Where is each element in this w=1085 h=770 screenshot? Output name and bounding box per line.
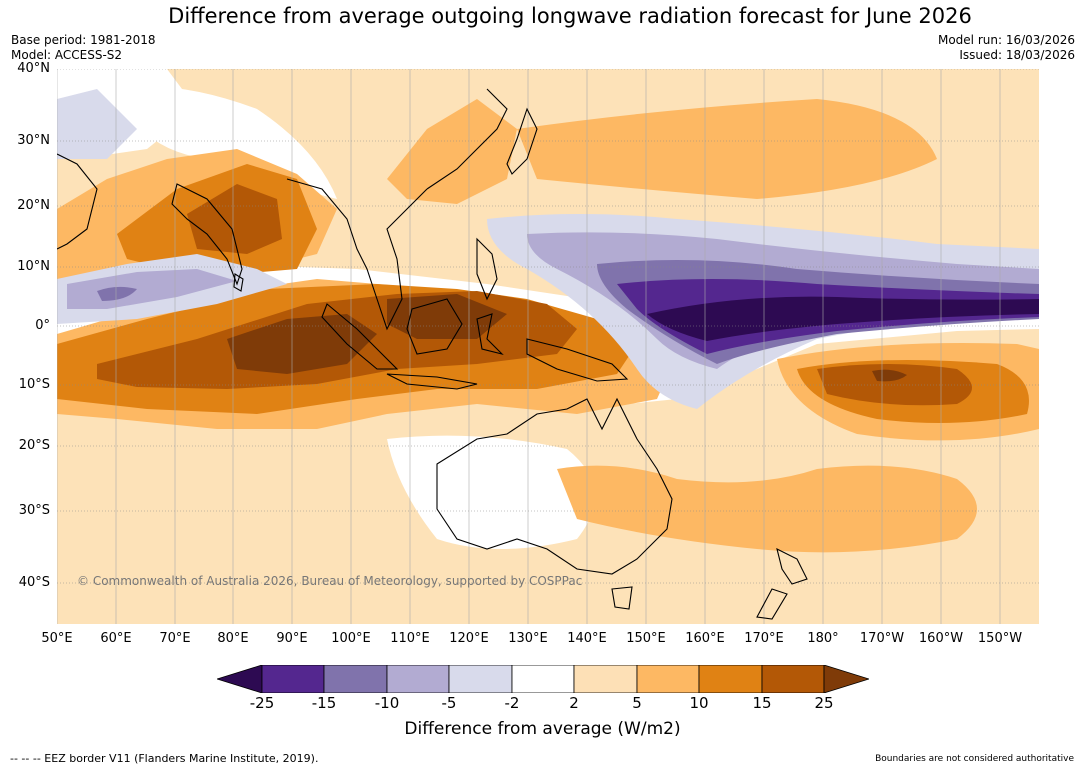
map-title: Difference from average outgoing longwav… bbox=[168, 4, 972, 28]
colorbar-tick: 15 bbox=[752, 694, 772, 712]
lat-label-10n: 10°N bbox=[17, 259, 50, 274]
lon-label-100e: 100°E bbox=[331, 631, 371, 646]
eez-legend: -- -- -- EEZ border V11 (Flanders Marine… bbox=[10, 752, 319, 765]
colorbar-tick: -10 bbox=[374, 694, 400, 712]
map-area-pos-15-25-india bbox=[187, 184, 282, 254]
disclaimer: Boundaries are not considered authoritat… bbox=[875, 754, 1074, 764]
colorbar-swatch-5 bbox=[511, 665, 575, 693]
lon-label-140e: 140°E bbox=[567, 631, 607, 646]
colorbar-tick: 25 bbox=[814, 694, 834, 712]
lon-label-170e: 170°E bbox=[744, 631, 784, 646]
colorbar-swatch-lt-25 bbox=[217, 665, 263, 693]
map-area-pos-5-10-north bbox=[387, 99, 517, 204]
lon-label-180: 180° bbox=[807, 631, 839, 646]
copyright-notice: © Commonwealth of Australia 2026, Bureau… bbox=[77, 574, 583, 588]
map-area-pos-5-10-australia bbox=[557, 465, 977, 553]
lat-label-40s: 40°S bbox=[18, 575, 50, 590]
colorbar-tick: -15 bbox=[311, 694, 337, 712]
colorbar-swatch-6 bbox=[573, 665, 638, 693]
model-name: Model: ACCESS-S2 bbox=[11, 48, 123, 62]
lon-label-160w: 160°W bbox=[918, 631, 964, 646]
lon-label-150w: 150°W bbox=[977, 631, 1023, 646]
lon-label-150e: 150°E bbox=[626, 631, 666, 646]
lat-label-40n: 40°N bbox=[17, 61, 50, 76]
colorbar-tick: -2 bbox=[504, 694, 520, 712]
olr-anomaly-map bbox=[57, 69, 1039, 624]
colorbar-swatch-8 bbox=[698, 665, 763, 693]
map-area-pos-25-pacific bbox=[872, 369, 907, 382]
lat-label-30n: 30°N bbox=[17, 133, 50, 148]
lon-label-70e: 70°E bbox=[159, 631, 191, 646]
colorbar-tick: -25 bbox=[249, 694, 275, 712]
map-area-neg-2-5-north bbox=[57, 89, 137, 159]
lon-label-80e: 80°E bbox=[217, 631, 249, 646]
colorbar-swatch-9 bbox=[761, 665, 825, 693]
lat-label-20s: 20°S bbox=[18, 438, 50, 453]
lon-label-160e: 160°E bbox=[685, 631, 725, 646]
colorbar-swatch-4 bbox=[448, 665, 513, 693]
colorbar bbox=[217, 665, 869, 693]
map-area-pos-15-25-pacific bbox=[817, 364, 972, 406]
colorbar-tick: 5 bbox=[632, 694, 642, 712]
colorbar-swatch-2 bbox=[323, 665, 388, 693]
coastlines bbox=[57, 88, 808, 620]
colorbar-tick: 10 bbox=[689, 694, 709, 712]
colorbar-title: Difference from average (W/m2) bbox=[404, 719, 681, 739]
map-area-neg-10-15 bbox=[97, 286, 137, 301]
map-area-pos-25 bbox=[227, 314, 377, 374]
colorbar-tick: 2 bbox=[569, 694, 579, 712]
lat-label-0: 0° bbox=[35, 318, 50, 333]
lon-label-60e: 60°E bbox=[100, 631, 132, 646]
map-area-pos-25-maritime bbox=[387, 294, 507, 339]
colorbar-tick: -5 bbox=[441, 694, 457, 712]
lat-label-10s: 10°S bbox=[18, 377, 50, 392]
lon-label-110e: 110°E bbox=[390, 631, 430, 646]
issued-date: Issued: 18/03/2026 bbox=[959, 48, 1075, 62]
model-run: Model run: 16/03/2026 bbox=[937, 33, 1075, 47]
lon-label-130e: 130°E bbox=[508, 631, 548, 646]
map-area-pos-5-10-pacific-north bbox=[517, 99, 937, 199]
lon-label-170w: 170°W bbox=[859, 631, 905, 646]
lat-label-20n: 20°N bbox=[17, 198, 50, 213]
map-area-neutral-south bbox=[387, 435, 595, 549]
colorbar-swatch-7 bbox=[636, 665, 700, 693]
meridians bbox=[57, 69, 1001, 624]
colorbar-swatch-gt-25 bbox=[823, 665, 869, 693]
lon-label-90e: 90°E bbox=[276, 631, 308, 646]
lat-label-30s: 30°S bbox=[18, 503, 50, 518]
base-period: Base period: 1981-2018 bbox=[11, 33, 156, 47]
colorbar-swatch-1 bbox=[261, 665, 325, 693]
lon-label-120e: 120°E bbox=[449, 631, 489, 646]
lon-label-50e: 50°E bbox=[41, 631, 73, 646]
colorbar-swatch-3 bbox=[386, 665, 450, 693]
